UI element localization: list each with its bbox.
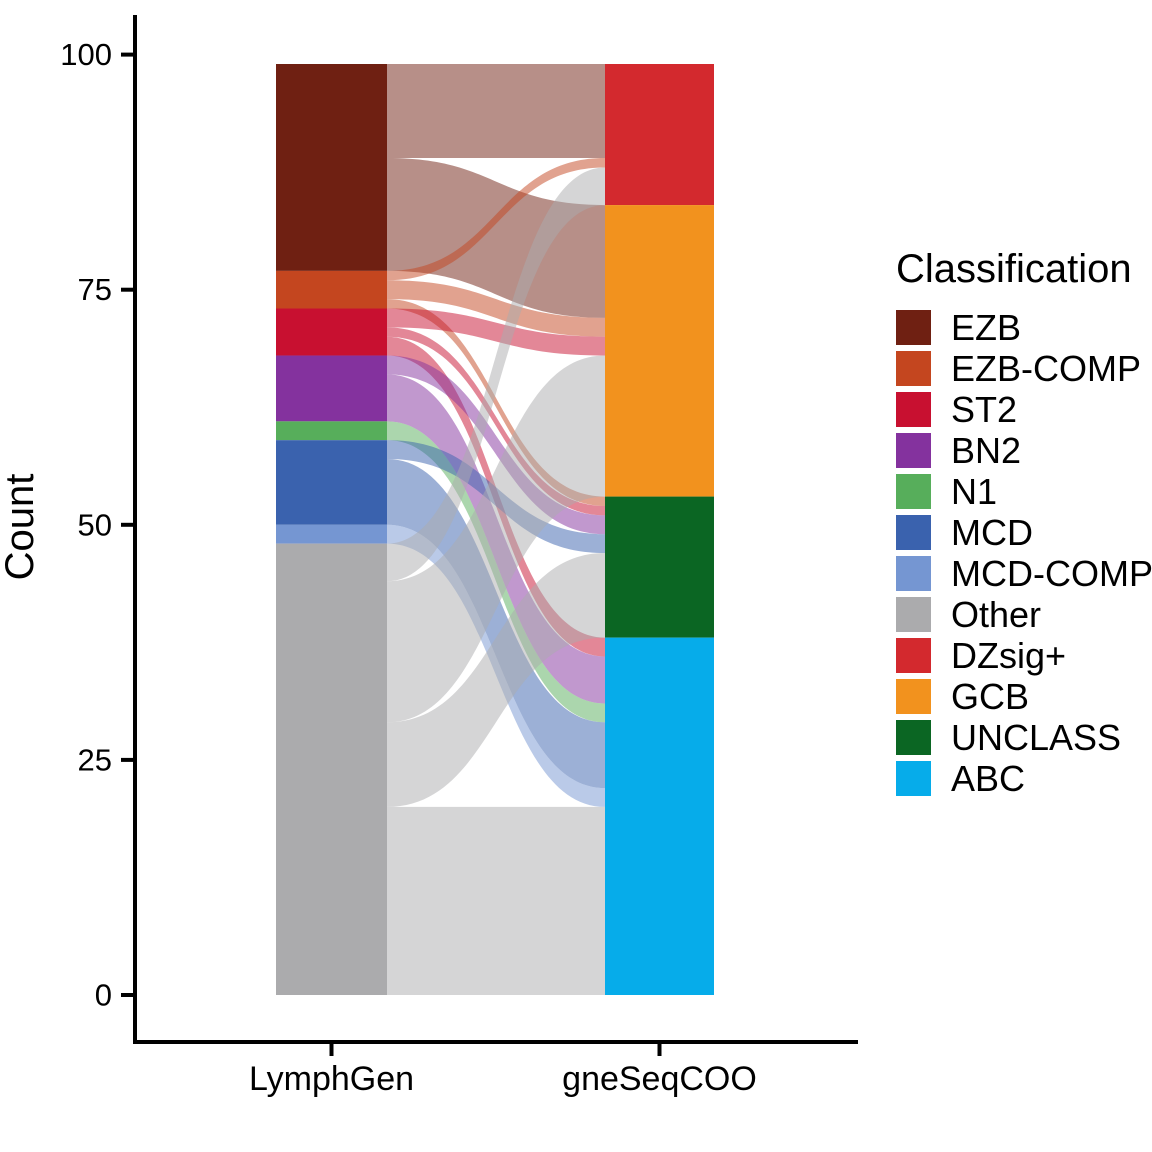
legend-swatch-DZsig+ <box>896 638 931 673</box>
legend-items: EZB EZB-COMP ST2 BN2 N1 MCD MCD-COMP Other DZsig… <box>896 307 1152 799</box>
stratum-left-MCD <box>276 440 387 525</box>
legend-label-Other: Other <box>951 594 1042 635</box>
legend-swatch-UNCLASS <box>896 720 931 755</box>
stratum-right-DZsig+ <box>605 64 714 206</box>
legend-swatch-ABC <box>896 761 931 796</box>
x-axis-label-LymphGen: LymphGen <box>249 1060 414 1098</box>
stratum-left-MCD-COMP <box>276 524 387 544</box>
stratum-left-N1 <box>276 421 387 441</box>
flow-Other-to-UNCLASS <box>387 553 605 807</box>
legend-item-EZB-COMP: EZB-COMP <box>896 348 1152 389</box>
stratum-right-UNCLASS <box>605 496 714 638</box>
legend-item-BN2: BN2 <box>896 430 1152 471</box>
flow-ST2-to-UNCLASS <box>387 327 605 516</box>
y-axis-title: Count <box>0 474 42 581</box>
stratum-right-GCB <box>605 205 714 497</box>
y-tick-label-25: 25 <box>78 742 112 777</box>
y-tick-label-75: 75 <box>78 272 112 307</box>
x-axis-label-gneSeqCOO: gneSeqCOO <box>562 1060 757 1098</box>
legend-item-UNCLASS: UNCLASS <box>896 717 1152 758</box>
legend-swatch-MCD-COMP <box>896 556 931 591</box>
y-tick-label-0: 0 <box>95 978 112 1013</box>
y-tick-label-100: 100 <box>60 37 112 72</box>
legend-label-UNCLASS: UNCLASS <box>951 717 1122 758</box>
flow-EZB-to-DZsig+ <box>387 64 605 159</box>
flow-Other-to-GCB <box>387 355 605 723</box>
stratum-right-ABC <box>605 637 714 995</box>
stratum-left-Other <box>276 543 387 995</box>
legend-label-ABC: ABC <box>951 758 1026 799</box>
stratum-left-EZB-COMP <box>276 270 387 309</box>
legend-swatch-N1 <box>896 474 931 509</box>
legend-swatch-ST2 <box>896 392 931 427</box>
flow-EZB-COMP-to-DZsig+ <box>387 158 605 281</box>
legend-label-BN2: BN2 <box>951 430 1022 471</box>
flow-EZB-COMP-to-UNCLASS <box>387 299 605 506</box>
legend-label-MCD-COMP: MCD-COMP <box>951 553 1152 594</box>
legend-label-EZB-COMP: EZB-COMP <box>951 348 1142 389</box>
legend-item-Other: Other <box>896 594 1152 635</box>
flow-EZB-to-GCB <box>387 158 605 318</box>
y-tick-label-50: 50 <box>78 507 112 542</box>
legend-swatch-BN2 <box>896 433 931 468</box>
flow-ST2-to-GCB <box>387 308 605 356</box>
legend-label-MCD: MCD <box>951 512 1033 553</box>
legend-label-EZB: EZB <box>951 307 1022 348</box>
legend-item-ABC: ABC <box>896 758 1152 799</box>
legend-item-N1: N1 <box>896 471 1152 512</box>
flow-Other-to-ABC <box>387 806 605 995</box>
legend-item-GCB: GCB <box>896 676 1152 717</box>
legend: Classification EZB EZB-COMP ST2 BN2 N1 MCD MCD… <box>896 246 1152 802</box>
legend-title: Classification <box>896 247 1132 291</box>
legend-swatch-GCB <box>896 679 931 714</box>
legend-label-N1: N1 <box>951 471 998 512</box>
flow-Other-to-DZsig+ <box>387 167 605 582</box>
legend-swatch-Other <box>896 597 931 632</box>
legend-item-MCD-COMP: MCD-COMP <box>896 553 1152 594</box>
stratum-left-BN2 <box>276 355 387 422</box>
flow-BN2-to-UNCLASS <box>387 355 605 535</box>
legend-item-MCD: MCD <box>896 512 1152 553</box>
flow-EZB-COMP-to-GCB <box>387 280 605 337</box>
legend-label-GCB: GCB <box>951 676 1030 717</box>
legend-item-DZsig+: DZsig+ <box>896 635 1152 676</box>
legend-label-ST2: ST2 <box>951 389 1018 430</box>
legend-item-ST2: ST2 <box>896 389 1152 430</box>
legend-swatch-MCD <box>896 515 931 550</box>
stratum-left-ST2 <box>276 308 387 356</box>
legend-swatch-EZB <box>896 310 931 345</box>
legend-swatch-EZB-COMP <box>896 351 931 386</box>
legend-item-EZB: EZB <box>896 307 1152 348</box>
stratum-left-EZB <box>276 64 387 271</box>
legend-label-DZsig+: DZsig+ <box>951 635 1067 676</box>
